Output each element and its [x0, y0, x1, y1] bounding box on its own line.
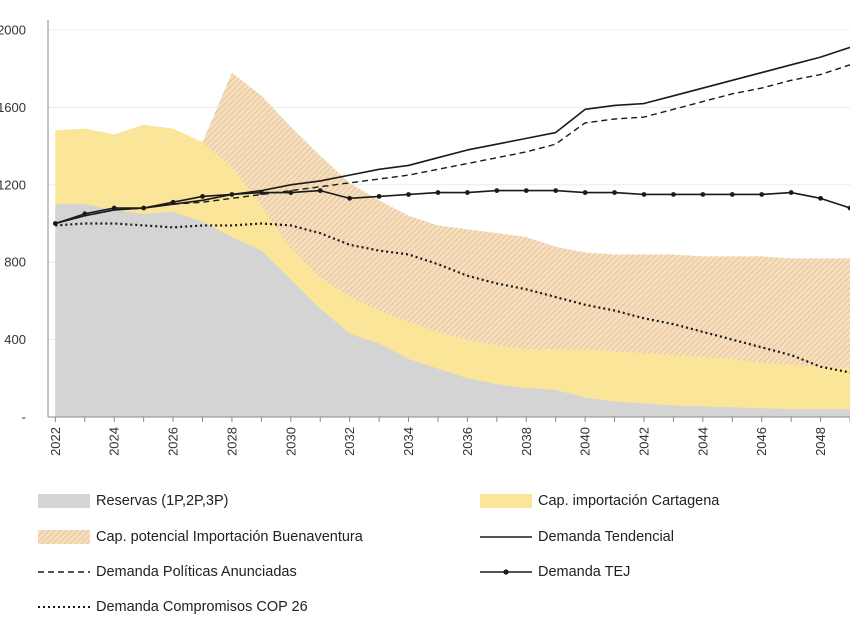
marker-tej [111, 205, 117, 211]
legend-item-politicas: Demanda Políticas Anunciadas [38, 564, 297, 580]
x-tick-label: 2030 [283, 427, 298, 456]
axes: - 400 800 1200 1600 2000 2022 2024 2026 2028 2030 2… [0, 20, 850, 456]
marker-tej [229, 192, 235, 197]
y-tick-label: 1200 [0, 177, 26, 192]
x-tick-label: 2046 [754, 427, 769, 456]
marker-tej [494, 188, 500, 194]
y-tick-label: - [22, 410, 26, 425]
legend-swatch-reservas [38, 494, 90, 508]
legend-label-reservas: Reservas (1P,2P,3P) [96, 493, 229, 509]
legend: Reservas (1P,2P,3P) Cap. importación Car… [0, 485, 850, 624]
y-tick-label: 2000 [0, 23, 26, 38]
y-tick-label: 1600 [0, 100, 26, 115]
x-tick-label: 2032 [342, 427, 357, 456]
marker-tej [288, 190, 294, 195]
marker-tej [553, 188, 559, 194]
legend-label-tej: Demanda TEJ [538, 564, 631, 580]
area-reservas [55, 204, 850, 417]
marker-tej [523, 188, 529, 194]
legend-swatch-politicas [38, 565, 90, 579]
marker-tej [347, 195, 353, 201]
marker-tej [700, 192, 706, 197]
legend-label-cop26: Demanda Compromisos COP 26 [96, 599, 308, 615]
legend-label-buenaventura: Cap. potencial Importación Buenaventura [96, 529, 363, 545]
marker-tej [729, 192, 735, 197]
line-tendencial [55, 46, 850, 225]
legend-swatch-tendencial [480, 530, 532, 544]
legend-swatch-buenaventura [38, 530, 90, 544]
legend-label-tendencial: Demanda Tendencial [538, 529, 674, 545]
x-tick-label: 2026 [166, 427, 181, 456]
marker-tej [847, 205, 850, 211]
y-tick-label: 800 [4, 255, 26, 270]
marker-tej [671, 192, 676, 197]
area-series [55, 72, 850, 417]
x-tick-label: 2028 [224, 427, 239, 456]
marker-tej [170, 199, 176, 205]
legend-item-tej: Demanda TEJ [480, 564, 630, 580]
marker-tej [200, 194, 205, 199]
legend-item-reservas: Reservas (1P,2P,3P) [38, 493, 228, 509]
marker-tej [52, 221, 58, 226]
marker-tej [641, 192, 647, 197]
legend-swatch-cop26 [38, 600, 90, 614]
marker-tej [258, 190, 264, 195]
legend-item-cop26: Demanda Compromisos COP 26 [38, 599, 308, 615]
x-tick-label: 2022 [48, 427, 63, 456]
marker-tej [376, 194, 382, 199]
legend-swatch-tej [480, 565, 532, 579]
marker-tej [82, 211, 88, 217]
line-series [52, 46, 850, 374]
x-tick-label: 2042 [636, 427, 651, 456]
x-tick-label: 2024 [107, 427, 122, 456]
chart: - 400 800 1200 1600 2000 2022 2024 2026 2028 2030 2… [0, 20, 850, 456]
marker-tej [141, 205, 147, 211]
x-tick-label: 2038 [519, 427, 534, 456]
x-tick-label: 2040 [578, 427, 593, 456]
marker-tej [464, 190, 470, 195]
marker-tej [612, 190, 617, 195]
legend-label-politicas: Demanda Políticas Anunciadas [96, 564, 297, 580]
x-tick-label: 2034 [401, 427, 416, 456]
marker-tej [818, 195, 823, 201]
legend-item-tendencial: Demanda Tendencial [480, 529, 674, 545]
x-tick-label: 2036 [460, 427, 475, 456]
legend-item-buenaventura: Cap. potencial Importación Buenaventura [38, 529, 363, 545]
legend-label-cartagena: Cap. importación Cartagena [538, 493, 720, 509]
line-tej [55, 189, 850, 225]
line-politicas [55, 64, 850, 225]
legend-swatch-cartagena [480, 494, 532, 508]
marker-tej [406, 192, 411, 197]
marker-tej [317, 188, 323, 194]
legend-item-cartagena: Cap. importación Cartagena [480, 493, 719, 509]
marker-tej [788, 190, 794, 195]
x-tick-label: 2044 [695, 427, 710, 456]
y-tick-label: 400 [4, 332, 26, 347]
marker-tej [435, 190, 441, 195]
marker-tej [582, 190, 588, 195]
x-tick-label: 2048 [813, 427, 828, 456]
marker-tej [759, 192, 765, 197]
